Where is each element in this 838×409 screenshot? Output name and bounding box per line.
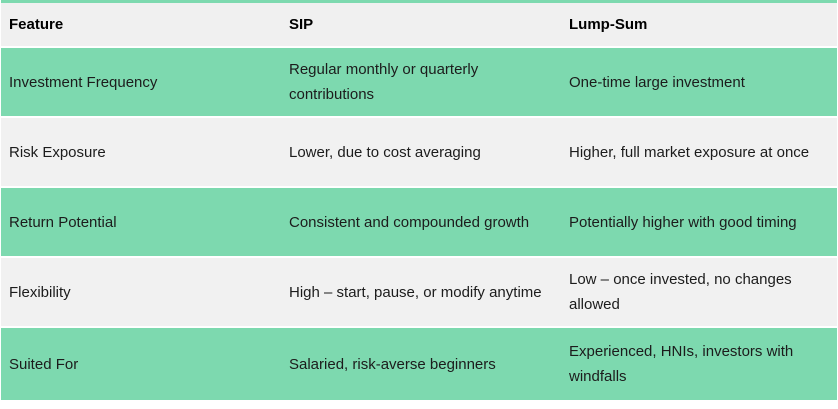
feature-cell: Return Potential (1, 186, 281, 256)
table-row-return-potential: Return Potential Consistent and compound… (1, 186, 837, 256)
sip-cell: Regular monthly or quarterly contributio… (281, 46, 561, 116)
table-row-investment-frequency: Investment Frequency Regular monthly or … (1, 46, 837, 116)
lump-sum-cell: Higher, full market exposure at once (561, 116, 837, 186)
sip-cell: Consistent and compounded growth (281, 186, 561, 256)
lump-sum-cell: One-time large investment (561, 46, 837, 116)
feature-cell: Investment Frequency (1, 46, 281, 116)
feature-cell: Risk Exposure (1, 116, 281, 186)
header-row: Feature SIP Lump-Sum (1, 3, 837, 46)
table-row-risk-exposure: Risk Exposure Lower, due to cost averagi… (1, 116, 837, 186)
sip-cell: Lower, due to cost averaging (281, 116, 561, 186)
lump-sum-cell: Experienced, HNIs, investors with windfa… (561, 326, 837, 400)
feature-cell: Flexibility (1, 256, 281, 326)
sip-cell: Salaried, risk-averse beginners (281, 326, 561, 400)
column-header-sip: SIP (281, 3, 561, 46)
lump-sum-cell: Low – once invested, no changes allowed (561, 256, 837, 326)
table-row-flexibility: Flexibility High – start, pause, or modi… (1, 256, 837, 326)
comparison-table: Feature SIP Lump-Sum Investment Frequenc… (1, 0, 837, 400)
table-body: Investment Frequency Regular monthly or … (1, 46, 837, 400)
table-row-suited-for: Suited For Salaried, risk-averse beginne… (1, 326, 837, 400)
table-header: Feature SIP Lump-Sum (1, 3, 837, 46)
column-header-feature: Feature (1, 3, 281, 46)
lump-sum-cell: Potentially higher with good timing (561, 186, 837, 256)
feature-cell: Suited For (1, 326, 281, 400)
sip-cell: High – start, pause, or modify anytime (281, 256, 561, 326)
column-header-lump-sum: Lump-Sum (561, 3, 837, 46)
